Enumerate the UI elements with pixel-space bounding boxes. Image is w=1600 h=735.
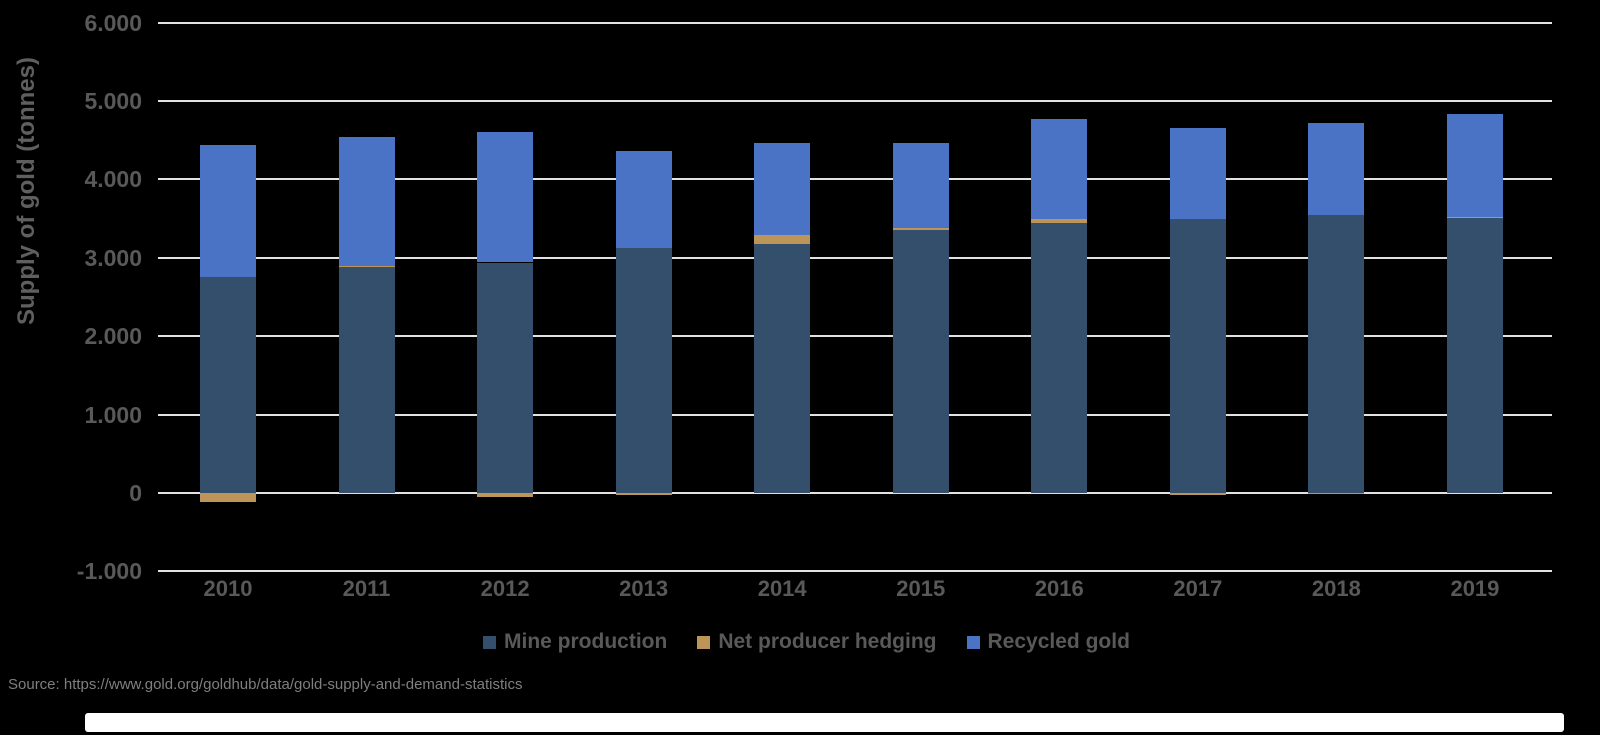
bar-2015-net-producer-hedging[interactable] <box>892 227 949 230</box>
gridline-6000 <box>158 21 1552 24</box>
bar-2018-net-producer-hedging[interactable] <box>1308 493 1365 494</box>
bar-2017-net-producer-hedging[interactable] <box>1169 493 1226 495</box>
bar-2017-mine-production[interactable] <box>1169 219 1226 493</box>
bar-2016-recycled-gold[interactable] <box>1031 119 1088 219</box>
y-tick-label: 4.000 <box>84 166 142 193</box>
y-tick-label: 0 <box>129 480 142 506</box>
legend-label-recycled-gold: Recycled gold <box>987 630 1130 653</box>
recycled-gold-swatch-icon <box>966 635 980 649</box>
y-tick-label: 3.000 <box>84 244 142 271</box>
bar-2015-recycled-gold[interactable] <box>892 142 949 228</box>
gridline-5000 <box>158 100 1552 102</box>
bar-2013-mine-production[interactable] <box>615 248 672 493</box>
bar-2011-mine-production[interactable] <box>338 267 395 493</box>
y-tick-label: 6.000 <box>84 9 142 36</box>
bar-2011-net-producer-hedging[interactable] <box>338 265 395 268</box>
bar-2014-mine-production[interactable] <box>754 244 811 493</box>
legend-item-mine-production: Mine production <box>483 630 667 654</box>
bar-2014-recycled-gold[interactable] <box>754 142 811 236</box>
bar-2014-net-producer-hedging[interactable] <box>754 235 811 245</box>
bar-2013-recycled-gold[interactable] <box>615 150 672 249</box>
bar-2012-net-producer-hedging[interactable] <box>477 493 534 497</box>
bar-2019-recycled-gold[interactable] <box>1446 113 1503 217</box>
y-tick-label: 2.000 <box>84 323 142 350</box>
bar-2012-recycled-gold[interactable] <box>477 131 534 263</box>
x-tick-label-2012: 2012 <box>480 576 530 601</box>
legend-item-net-producer-hedging: Net producer hedging <box>697 630 937 654</box>
bar-2019-net-producer-hedging[interactable] <box>1446 216 1503 218</box>
gridline-1000 <box>158 413 1552 416</box>
legend-label-net-producer-hedging: Net producer hedging <box>718 630 937 653</box>
bar-2018-recycled-gold[interactable] <box>1308 122 1365 215</box>
gridline-2000 <box>158 335 1552 338</box>
gridline-3000 <box>158 256 1552 259</box>
bar-2012-mine-production[interactable] <box>477 262 534 493</box>
bar-2016-net-producer-hedging[interactable] <box>1031 218 1088 223</box>
x-tick-label-2010: 2010 <box>203 576 253 601</box>
gridline-0 <box>158 492 1552 494</box>
x-tick-label-2018: 2018 <box>1311 576 1361 601</box>
bar-2010-mine-production[interactable] <box>200 277 256 493</box>
gridline--1000 <box>158 570 1552 573</box>
x-tick-label-2013: 2013 <box>619 576 669 601</box>
source-note: Source: https://www.gold.org/goldhub/dat… <box>8 676 523 693</box>
legend-label-mine-production: Mine production <box>504 630 668 653</box>
gridline-4000 <box>158 178 1552 181</box>
bar-2017-recycled-gold[interactable] <box>1169 128 1226 220</box>
x-tick-label-2016: 2016 <box>1034 576 1084 601</box>
bar-2015-mine-production[interactable] <box>892 229 949 493</box>
y-tick-label: -1.000 <box>76 558 142 585</box>
x-tick-label-2017: 2017 <box>1173 576 1223 601</box>
bottom-scroll-strip[interactable] <box>85 713 1564 732</box>
legend: Mine production Net producer hedging Rec… <box>483 630 1130 654</box>
mine-production-swatch-icon <box>483 635 496 649</box>
x-tick-label-2011: 2011 <box>342 576 391 601</box>
net-producer-hedging-swatch-icon <box>697 635 711 649</box>
legend-item-recycled-gold: Recycled gold <box>966 630 1130 654</box>
y-tick-label: 1.000 <box>84 401 142 428</box>
bar-2010-recycled-gold[interactable] <box>200 144 256 278</box>
x-tick-label-2019: 2019 <box>1450 576 1500 601</box>
bar-2013-net-producer-hedging[interactable] <box>615 493 672 496</box>
bar-2018-mine-production[interactable] <box>1308 214 1365 493</box>
bar-2010-net-producer-hedging[interactable] <box>200 493 256 502</box>
x-tick-label-2015: 2015 <box>896 576 946 601</box>
y-tick-label: 5.000 <box>84 88 142 114</box>
bar-2019-mine-production[interactable] <box>1446 217 1503 493</box>
bar-2011-recycled-gold[interactable] <box>338 137 395 266</box>
x-tick-label-2014: 2014 <box>757 576 807 601</box>
bar-2016-mine-production[interactable] <box>1031 222 1088 493</box>
